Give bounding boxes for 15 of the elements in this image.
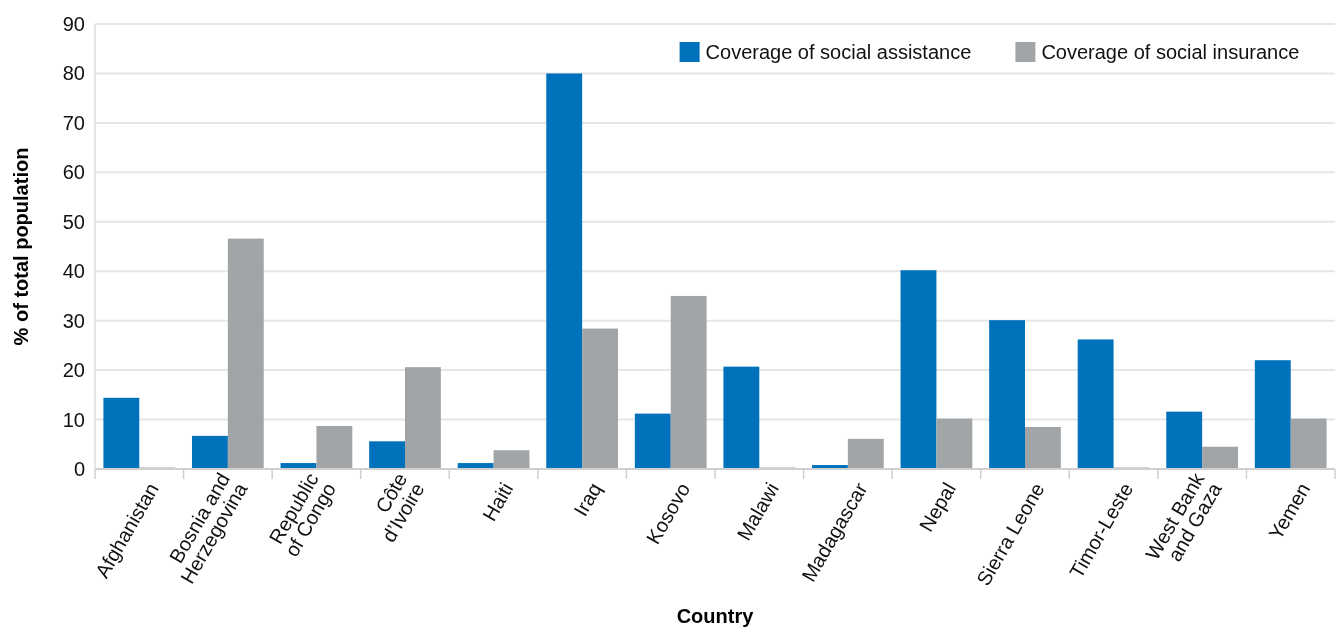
y-tick-label: 20: [62, 359, 85, 382]
x-axis-title: Country: [676, 605, 755, 627]
y-axis-title: % of total population: [10, 147, 32, 346]
y-tick-label: 70: [62, 111, 85, 134]
x-tick-label: Iraq: [569, 479, 606, 520]
y-tick-label: 0: [73, 458, 85, 480]
legend-label: Coverage of social assistance: [705, 41, 972, 63]
y-tick-label: 50: [62, 210, 85, 233]
y-tick-label: 40: [62, 260, 85, 283]
y-tick-label: 30: [62, 309, 85, 332]
y-tick-label: 80: [62, 62, 85, 85]
y-tick-label: 60: [62, 161, 85, 184]
y-tick-label: 90: [62, 13, 85, 35]
legend-label: Coverage of social insurance: [1041, 41, 1300, 63]
y-tick-label: 10: [62, 408, 85, 431]
